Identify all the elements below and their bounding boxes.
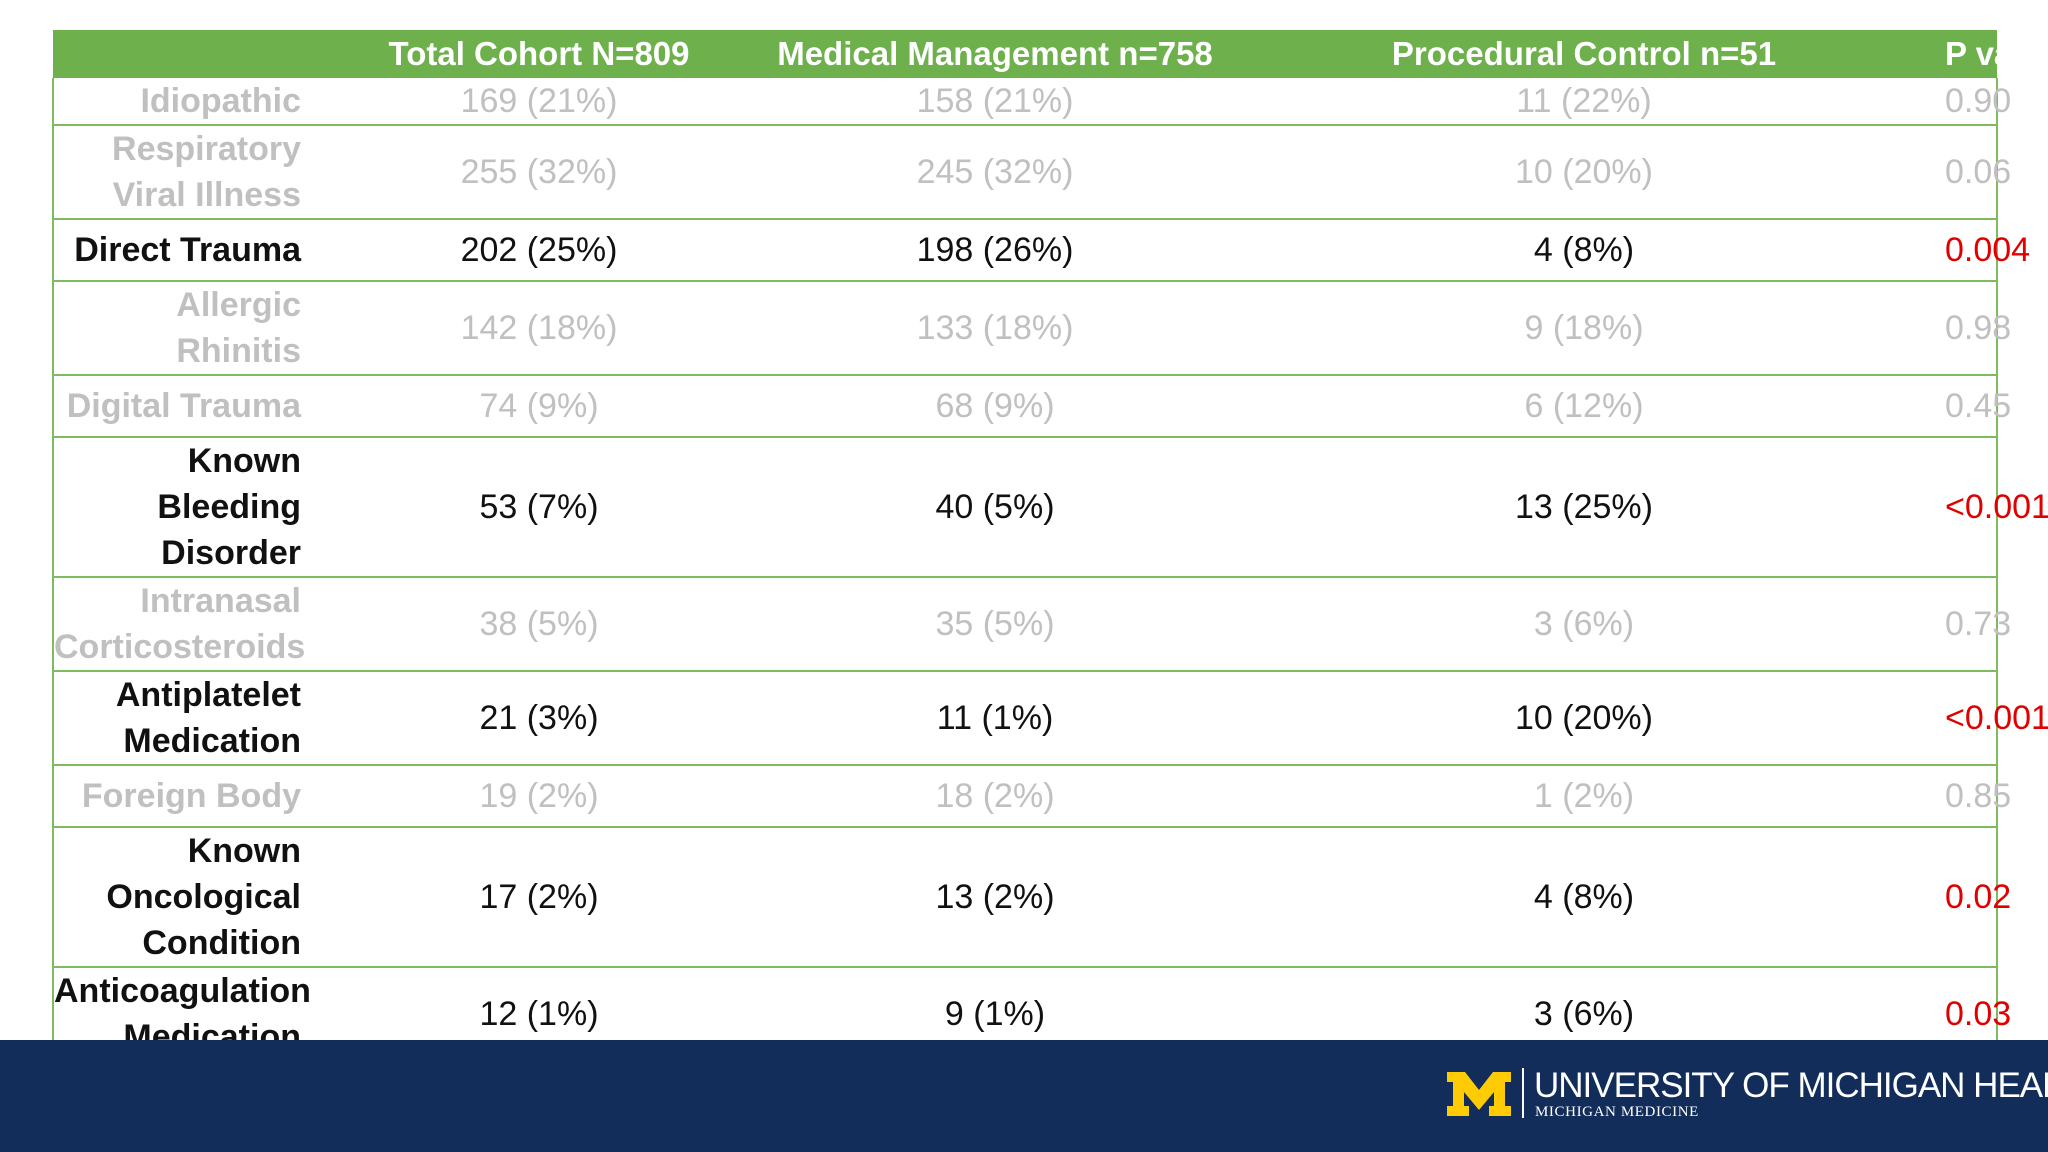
procedural-control-cell: 3 (6%)	[1533, 605, 1635, 643]
medical-management-cell: 11 (1%)	[936, 699, 1054, 737]
row-label: Digital Trauma	[66, 387, 301, 425]
procedural-control-cell: 9 (18%)	[1524, 309, 1644, 347]
total-cohort-cell: 255 (32%)	[460, 153, 618, 191]
medical-management-cell: 35 (5%)	[935, 605, 1055, 643]
row-label: Intranasal Corticosteroids	[54, 582, 306, 666]
table-row: Known Oncological Condition 17 (2%) 13 (2%…	[53, 827, 2012, 967]
total-cohort-cell: 38 (5%)	[479, 605, 599, 643]
medical-management-cell: 18 (2%)	[935, 777, 1055, 815]
p-value-cell: 0.73	[1945, 605, 2012, 643]
total-cohort-cell: 21 (3%)	[479, 699, 599, 737]
header-total-cohort: Total Cohort N=809	[388, 35, 690, 72]
org-name: UNIVERSITY OF MICHIGAN HEALTH	[1534, 1066, 2048, 1105]
p-value-cell: <0.001	[1945, 699, 2048, 737]
procedural-control-cell: 3 (6%)	[1533, 995, 1635, 1033]
p-value-cell: 0.90	[1945, 82, 2012, 120]
medical-management-cell: 158 (21%)	[916, 82, 1074, 120]
procedural-control-cell: 13 (25%)	[1515, 488, 1653, 526]
header-medical-management: Medical Management n=758	[777, 35, 1213, 72]
p-value-cell: 0.02	[1945, 878, 2012, 916]
p-value-cell: 0.98	[1945, 309, 2012, 347]
medical-management-cell: 133 (18%)	[916, 309, 1074, 347]
total-cohort-cell: 17 (2%)	[479, 878, 599, 916]
procedural-control-cell: 4 (8%)	[1533, 878, 1635, 916]
table-body: Idiopathic 169 (21%) 158 (21%) 11 (22%) 0.90…	[53, 78, 2048, 1061]
procedural-control-cell: 10 (20%)	[1515, 699, 1653, 737]
university-m-logo	[1447, 1072, 1511, 1116]
total-cohort-cell: 19 (2%)	[479, 777, 599, 815]
table-row: Respiratory Viral Illness 255 (32%) 245 (3…	[53, 125, 2012, 219]
medical-management-cell: 40 (5%)	[935, 488, 1055, 526]
p-value-cell: 0.004	[1945, 231, 2031, 269]
medical-management-cell: 245 (32%)	[916, 153, 1074, 191]
footer-bar	[0, 1040, 2048, 1152]
p-value-cell: 0.45	[1945, 387, 2012, 425]
row-label: Idiopathic	[140, 82, 301, 120]
row-label: Known Oncological Condition	[106, 832, 301, 962]
logo-divider	[1522, 1068, 1524, 1118]
row-label: Foreign Body	[81, 777, 301, 815]
header-p-value: P value	[1945, 35, 2048, 72]
medical-management-cell: 198 (26%)	[916, 231, 1074, 269]
p-value-cell: 0.06	[1945, 153, 2012, 191]
table-row: Idiopathic 169 (21%) 158 (21%) 11 (22%) 0.90	[53, 78, 2012, 125]
p-value-cell: 0.03	[1945, 995, 2012, 1033]
p-value-cell: <0.001	[1945, 488, 2048, 526]
procedural-control-cell: 1 (2%)	[1533, 777, 1635, 815]
procedural-control-cell: 4 (8%)	[1533, 231, 1635, 269]
row-label: Direct Trauma	[74, 231, 301, 269]
table-row: Foreign Body 19 (2%) 18 (2%) 1 (2%) 0.85	[53, 765, 2012, 827]
table-row: Antiplatelet Medication 21 (3%) 11 (1%) 10 …	[53, 671, 2048, 765]
table-row: Digital Trauma 74 (9%) 68 (9%) 6 (12%) 0.45	[53, 375, 2012, 437]
total-cohort-cell: 142 (18%)	[460, 309, 618, 347]
org-subtitle: MICHIGAN MEDICINE	[1535, 1104, 1699, 1120]
row-label: Known Bleeding Disorder	[157, 442, 301, 572]
total-cohort-cell: 74 (9%)	[479, 387, 599, 425]
procedural-control-cell: 10 (20%)	[1515, 153, 1653, 191]
total-cohort-cell: 12 (1%)	[479, 995, 599, 1033]
total-cohort-cell: 202 (25%)	[460, 231, 618, 269]
header-procedural-control: Procedural Control n=51	[1391, 35, 1777, 72]
procedural-control-cell: 11 (22%)	[1516, 82, 1652, 120]
table-header-row: Total Cohort N=809 Medical Management n=…	[53, 30, 2048, 78]
table-row: Direct Trauma 202 (25%) 198 (26%) 4 (8%) 0.0…	[53, 219, 2031, 281]
total-cohort-cell: 169 (21%)	[460, 82, 618, 120]
table-row: Intranasal Corticosteroids 38 (5%) 35 (5%)…	[53, 577, 2012, 671]
row-label: Allergic Rhinitis	[176, 286, 301, 370]
table-row: Known Bleeding Disorder 53 (7%) 40 (5%) 13 …	[53, 437, 2048, 577]
header-label-column	[53, 30, 311, 78]
medical-management-cell: 9 (1%)	[944, 995, 1046, 1033]
procedural-control-cell: 6 (12%)	[1524, 387, 1644, 425]
row-label: Respiratory Viral Illness	[112, 130, 301, 214]
medical-management-cell: 13 (2%)	[935, 878, 1055, 916]
p-value-cell: 0.85	[1945, 777, 2012, 815]
table-row: Allergic Rhinitis 142 (18%) 133 (18%) 9 (18…	[53, 281, 2012, 375]
total-cohort-cell: 53 (7%)	[479, 488, 599, 526]
medical-management-cell: 68 (9%)	[935, 387, 1055, 425]
cohort-table: Total Cohort N=809 Medical Management n=…	[52, 30, 2048, 1062]
row-label: Antiplatelet Medication	[115, 676, 301, 760]
